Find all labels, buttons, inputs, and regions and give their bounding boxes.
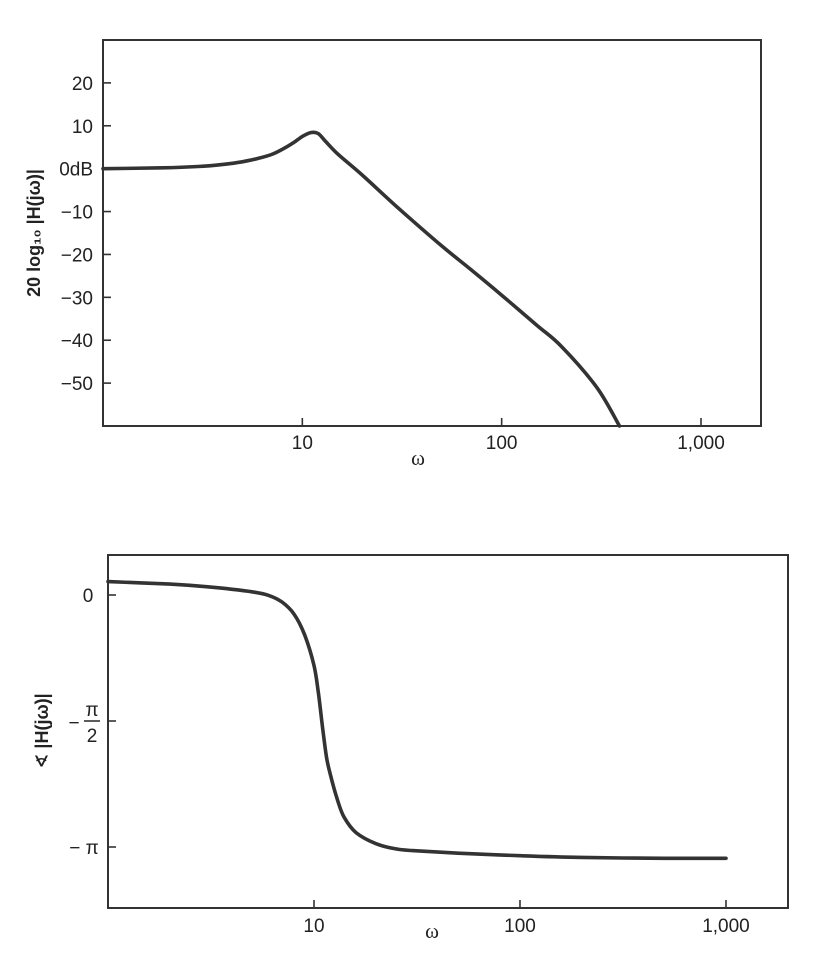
y-tick-label: −30 [61,288,93,309]
magnitude-y-ticks: 20 10 0dB −10 −20 −30 −40 −50 [59,74,111,395]
y-tick-label: −40 [61,331,93,352]
y-tick-label: −10 [61,203,93,224]
y-tick-label: 10 [72,117,93,138]
x-tick-label: 10 [303,916,324,937]
magnitude-plot-frame [102,39,762,427]
phase-y-axis-label: ∢ |H(jω)| [32,693,52,768]
phase-plot-frame [107,554,789,909]
y-tick-label: 0dB [59,160,93,181]
x-tick-label: 1,000 [677,433,725,454]
phase-y-tick-label-half-pi: − π 2 [68,700,100,747]
phase-y-tick-half-pi-denominator: 2 [87,726,98,747]
magnitude-x-axis-label: ω [411,446,425,470]
y-tick-label: 20 [72,74,93,95]
magnitude-y-axis-label: 20 log₁₀ |H(jω)| [24,169,44,297]
y-tick-label: −50 [61,374,93,395]
magnitude-chart: 20 10 0dB −10 −20 −30 −40 −50 10 100 1,000 ω 20 l… [24,39,762,470]
magnitude-curve [101,130,622,428]
phase-x-axis-label: ω [425,919,439,943]
phase-y-tick-label-pi: − π [69,838,98,859]
x-tick-label: 1,000 [702,916,750,937]
phase-chart: 0 − π 2 − π 10 100 1,000 ω ∢ |H(jω)| [32,554,789,943]
phase-x-ticks: 10 100 1,000 [303,900,750,937]
x-tick-label: 100 [486,433,518,454]
phase-y-tick-label-zero: 0 [83,586,94,607]
magnitude-x-ticks: 10 100 1,000 [292,418,725,454]
phase-y-tick-minus-sign: − [68,713,79,734]
x-tick-label: 10 [292,433,313,454]
x-tick-label: 100 [504,916,536,937]
phase-curve [106,579,728,861]
phase-y-tick-half-pi-numerator: π [85,700,98,721]
y-tick-label: −20 [61,245,93,266]
